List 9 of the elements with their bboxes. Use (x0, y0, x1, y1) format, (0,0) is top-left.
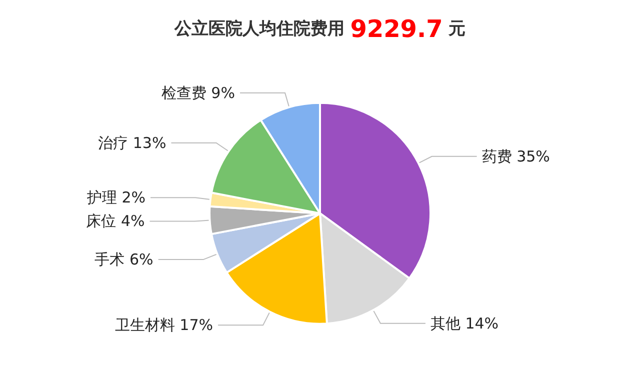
slice-label: 床位 4% (86, 212, 145, 230)
slice-label: 治疗 13% (98, 134, 166, 152)
slice-label: 护理 2% (86, 188, 146, 207)
slice-label: 药费 35% (482, 147, 550, 166)
slice-label: 检查费 9% (161, 84, 235, 102)
slice-label: 其他 14% (430, 314, 499, 332)
slice-label: 卫生材料 17% (114, 316, 214, 334)
chart-title: 公立医院人均住院费用 9229.7 元 (173, 15, 466, 43)
slice-label: 手术 6% (94, 250, 154, 269)
